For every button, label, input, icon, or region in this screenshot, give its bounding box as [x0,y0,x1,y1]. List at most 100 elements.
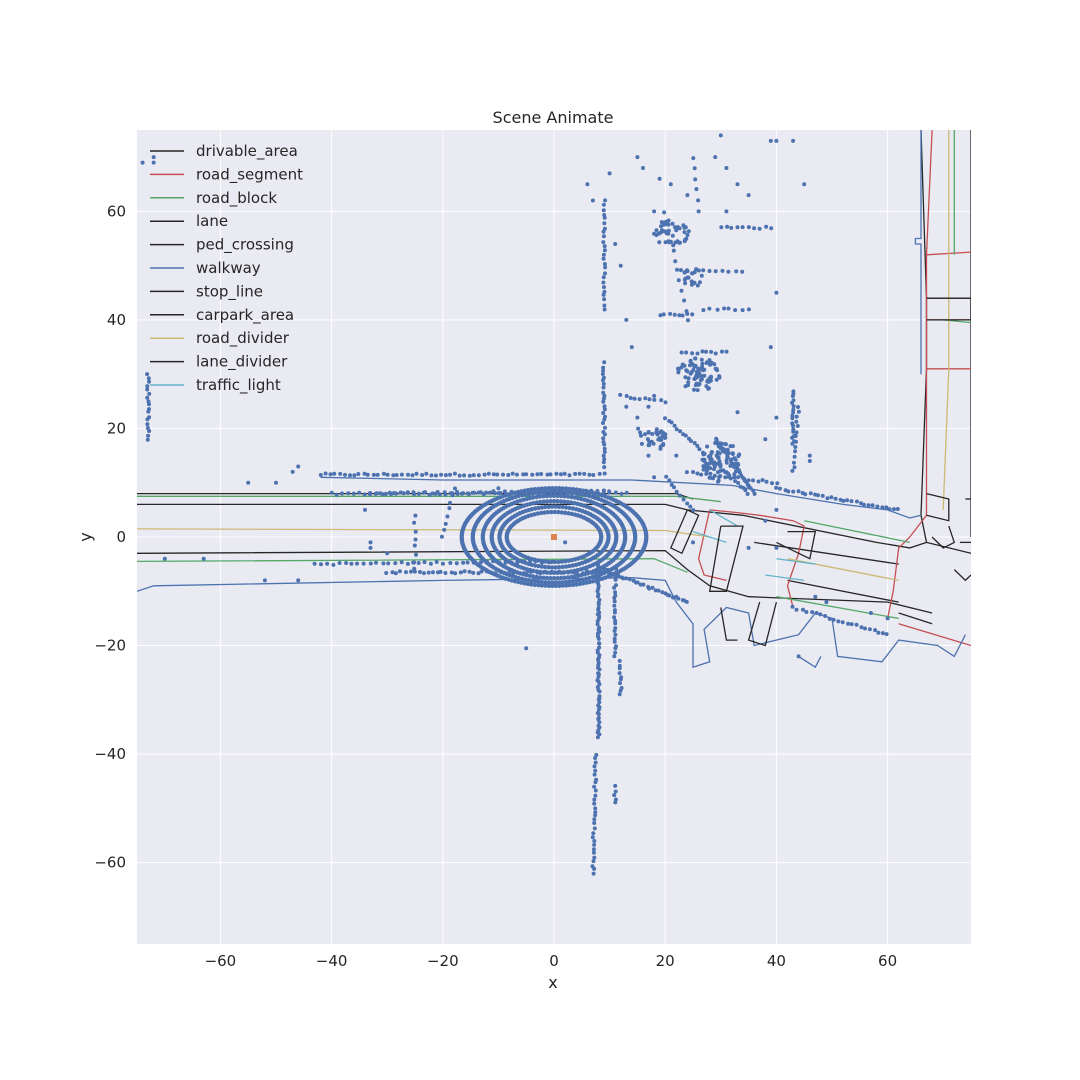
lidar-point [491,472,496,477]
lidar-point [657,430,662,435]
lidar-point [617,692,622,697]
lidar-point [791,389,796,394]
lidar-point [550,565,555,570]
road_divider-line [137,528,710,538]
lidar-point [443,521,448,526]
lidar-point [601,488,606,493]
lidar-point [498,570,503,575]
lidar-point [534,500,539,505]
lidar-point [707,465,712,470]
lidar-point [820,493,825,498]
lidar-point [484,569,489,574]
lidar-point [693,356,698,361]
lidar-point [791,489,796,494]
traffic_light-line [765,574,805,582]
lidar-point [700,457,705,462]
lidar-point [764,224,769,229]
legend-entry: road_segment [196,165,303,184]
traffic_light-line [776,558,816,565]
lidar-point [397,569,402,574]
lidar-point [729,225,734,230]
lidar-point [624,317,629,322]
lidar-point [596,566,601,571]
lidar-point [519,576,524,581]
lidar-point [601,381,606,386]
lidar-point [597,641,602,646]
lidar-point [550,559,555,564]
lidar-point [151,155,156,160]
lidar-point [612,793,617,798]
lidar-point [601,256,606,261]
lidar-point [393,561,398,566]
lidar-point [534,494,539,500]
lidar-point [524,472,529,477]
lidar-point [361,561,366,566]
lidar-point [638,430,643,435]
lidar-point [495,472,500,477]
lidar-point [593,806,598,811]
lidar-point [550,583,555,588]
lidar-point [471,570,476,575]
lidar-point [612,610,617,615]
lidar-point [592,842,597,847]
lidar-point [592,764,597,769]
lidar-point [614,566,619,571]
lidar-point [602,450,607,454]
lidar-point [636,426,641,431]
lidar-point [849,499,854,504]
lidar-point [646,430,651,434]
lidar-point [597,471,602,476]
lidar-point [646,453,651,458]
lidar-point [147,379,151,384]
lidar-point [849,622,854,627]
lidar-point [413,529,418,534]
lidar-point [593,813,598,818]
lidar-point [601,275,606,280]
lidar-point [813,594,818,599]
lidar-point [635,415,640,420]
lidar-point [695,283,700,288]
x-tick-label: 60 [878,952,897,970]
lidar-point [669,420,674,425]
lidar-point [548,576,553,581]
ego-vehicle [551,534,557,540]
lidar-point [337,561,342,565]
lidar-point [532,582,538,587]
lidar-point [668,311,673,316]
lidar-point [318,473,323,477]
lidar-point [526,578,531,583]
lidar-point [592,772,597,777]
lidar-point [887,507,892,512]
lidar-point [792,454,797,459]
lidar-point [556,509,561,515]
lidar-point [613,590,618,595]
lidar-point [735,410,740,415]
lidar-point [557,504,562,509]
lidar-point [733,308,738,313]
lidar-point [560,583,565,588]
legend-entry: traffic_light [196,376,281,395]
lidar-point [399,560,404,565]
lidar-point [581,581,586,586]
lidar-point [720,268,725,273]
lidar-point [794,419,799,424]
lidar-point [424,471,429,476]
lidar-point [763,437,768,442]
lidar-point [387,490,392,495]
lidar-point [612,595,617,600]
lidar-point [574,582,579,587]
lidar-point [365,472,370,477]
lidar-point [356,472,361,476]
lidar-point [296,464,301,469]
lidar-point [602,307,607,312]
lidar-point [428,561,433,566]
lidar-point [595,619,600,624]
traffic_light-line [692,530,727,544]
lidar-point [652,393,657,398]
x-tick-label: 40 [767,952,786,970]
legend-entry: ped_crossing [196,236,294,255]
lidar-point [708,475,713,480]
lidar-point [875,504,880,509]
lidar-point [434,473,438,478]
